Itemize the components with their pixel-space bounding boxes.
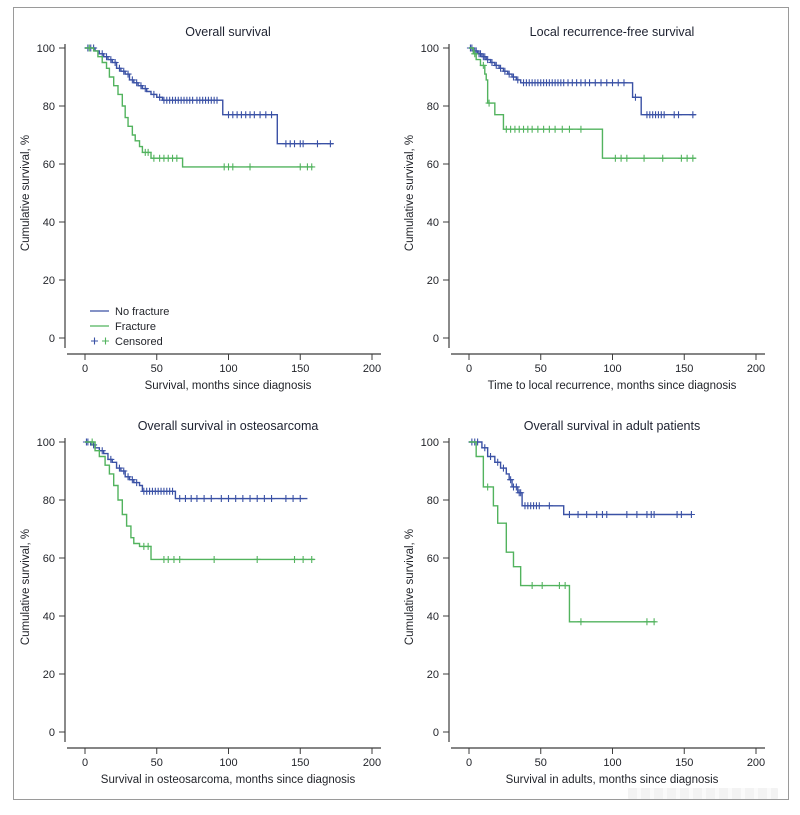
survival-curves: [84, 44, 334, 171]
x-tick-label: 200: [747, 363, 765, 375]
panel-title: Overall survival in osteosarcoma: [138, 419, 319, 433]
figure-border: [13, 7, 789, 800]
km-curve-no-fracture: [469, 47, 696, 116]
y-axis-label: Cumulative survival, %: [20, 135, 32, 251]
x-tick-label: 50: [151, 757, 163, 769]
y-tick-label: 80: [43, 495, 55, 507]
y-tick-label: 20: [427, 275, 439, 287]
x-axis-label: Survival in osteosarcoma, months since d…: [101, 774, 356, 786]
axes: 0 20 40 60 80 100 0 50 100 150 200: [37, 437, 382, 769]
watermark: [628, 788, 778, 799]
x-tick-label: 150: [675, 757, 693, 769]
censored-marks-no-fracture: [466, 44, 697, 119]
km-curve-fracture: [85, 47, 314, 168]
km-curve-fracture: [469, 441, 656, 623]
km-curve-fracture: [469, 47, 696, 159]
x-axis-label: Survival in adults, months since diagnos…: [506, 774, 719, 786]
y-tick-label: 0: [49, 333, 55, 345]
y-axis-label: Cumulative survival, %: [404, 135, 416, 251]
x-axis-label: Time to local recurrence, months since d…: [488, 380, 737, 392]
survival-curves: [468, 438, 695, 626]
y-tick-label: 0: [433, 727, 439, 739]
x-tick-label: 150: [291, 757, 309, 769]
x-tick-label: 0: [466, 363, 472, 375]
axes: 0 20 40 60 80 100 0 50 100 150 200: [37, 43, 382, 375]
censored-marks-no-fracture: [468, 438, 695, 518]
legend-label-censored: Censored: [115, 336, 163, 348]
survival-curves: [466, 44, 697, 162]
x-tick-label: 0: [82, 363, 88, 375]
y-tick-label: 60: [43, 553, 55, 565]
y-tick-label: 60: [427, 553, 439, 565]
y-tick-label: 0: [49, 727, 55, 739]
y-tick-label: 40: [43, 611, 55, 623]
panel-overall-survival-adults: Overall survival in adult patients Cumul…: [399, 404, 784, 802]
panel-title: Overall survival: [185, 25, 270, 39]
x-tick-label: 100: [603, 363, 621, 375]
panel-overall-survival: Overall survival Cumulative survival, % …: [15, 10, 400, 408]
y-axis-label: Cumulative survival, %: [20, 529, 32, 645]
legend-label-fracture: Fracture: [115, 321, 156, 333]
censored-marks-no-fracture: [82, 438, 304, 503]
y-tick-label: 80: [427, 101, 439, 113]
x-tick-label: 100: [219, 363, 237, 375]
x-tick-label: 50: [151, 363, 163, 375]
y-tick-label: 100: [421, 43, 439, 55]
panel-local-recurrence-free-survival: Local recurrence-free survival Cumulativ…: [399, 10, 784, 408]
y-tick-label: 20: [427, 669, 439, 681]
x-tick-label: 200: [747, 757, 765, 769]
legend-plus-blue-icon: [91, 337, 98, 345]
panel-title: Overall survival in adult patients: [524, 419, 700, 433]
y-tick-label: 100: [421, 437, 439, 449]
survival-curves: [82, 438, 316, 563]
x-tick-label: 200: [363, 757, 381, 769]
censored-marks-fracture: [85, 44, 316, 171]
y-tick-label: 20: [43, 669, 55, 681]
y-tick-label: 40: [43, 217, 55, 229]
y-tick-label: 0: [433, 333, 439, 345]
x-tick-label: 0: [82, 757, 88, 769]
y-tick-label: 60: [427, 159, 439, 171]
km-curve-no-fracture: [469, 441, 692, 516]
km-curve-fracture: [85, 441, 315, 561]
x-tick-label: 100: [603, 757, 621, 769]
y-tick-label: 100: [37, 43, 55, 55]
y-tick-label: 40: [427, 611, 439, 623]
panel-overall-survival-osteosarcoma: Overall survival in osteosarcoma Cumulat…: [15, 404, 400, 802]
x-tick-label: 150: [291, 363, 309, 375]
legend: No fracture Fracture Censored: [90, 306, 169, 348]
y-tick-label: 80: [43, 101, 55, 113]
legend-plus-green-icon: [102, 337, 109, 345]
x-tick-label: 50: [535, 757, 547, 769]
x-axis-label: Survival, months since diagnosis: [145, 380, 312, 392]
axes: 0 20 40 60 80 100 0 50 100 150 200: [421, 43, 766, 375]
x-tick-label: 150: [675, 363, 693, 375]
censored-marks-fracture: [484, 483, 658, 626]
x-tick-label: 0: [466, 757, 472, 769]
y-tick-label: 80: [427, 495, 439, 507]
x-tick-label: 50: [535, 363, 547, 375]
x-tick-label: 200: [363, 363, 381, 375]
axes: 0 20 40 60 80 100 0 50 100 150 200: [421, 437, 766, 769]
y-tick-label: 40: [427, 217, 439, 229]
censored-marks-fracture: [471, 50, 697, 162]
y-tick-label: 100: [37, 437, 55, 449]
censored-marks-fracture: [88, 438, 316, 563]
panel-title: Local recurrence-free survival: [530, 25, 695, 39]
y-tick-label: 20: [43, 275, 55, 287]
legend-label-no-fracture: No fracture: [115, 306, 169, 318]
y-tick-label: 60: [43, 159, 55, 171]
x-tick-label: 100: [219, 757, 237, 769]
y-axis-label: Cumulative survival, %: [404, 529, 416, 645]
